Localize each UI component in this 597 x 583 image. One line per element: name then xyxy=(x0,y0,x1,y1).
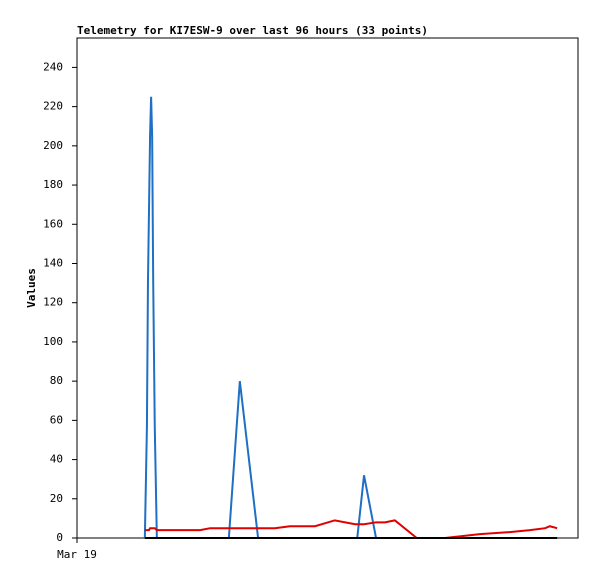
y-tick-label: 0 xyxy=(56,531,63,544)
y-tick-label: 40 xyxy=(50,453,63,466)
y-tick-label: 140 xyxy=(43,256,63,269)
y-tick-label: 180 xyxy=(43,178,63,191)
y-tick-label: 160 xyxy=(43,217,63,230)
series-line xyxy=(143,96,558,539)
y-tick-label: 220 xyxy=(43,100,63,113)
y-tick-label: 240 xyxy=(43,60,63,73)
x-tick-label: Mar 19 xyxy=(57,548,97,561)
y-tick-label: 20 xyxy=(50,492,63,505)
series-line xyxy=(144,519,558,539)
y-tick-label: 200 xyxy=(43,139,63,152)
y-axis-label: Values xyxy=(25,268,38,308)
y-tick-label: 100 xyxy=(43,335,63,348)
y-tick-label: 120 xyxy=(43,296,63,309)
y-tick-label: 80 xyxy=(50,374,63,387)
y-tick-label: 60 xyxy=(50,413,63,426)
chart-title: Telemetry for KI7ESW-9 over last 96 hour… xyxy=(77,24,428,37)
